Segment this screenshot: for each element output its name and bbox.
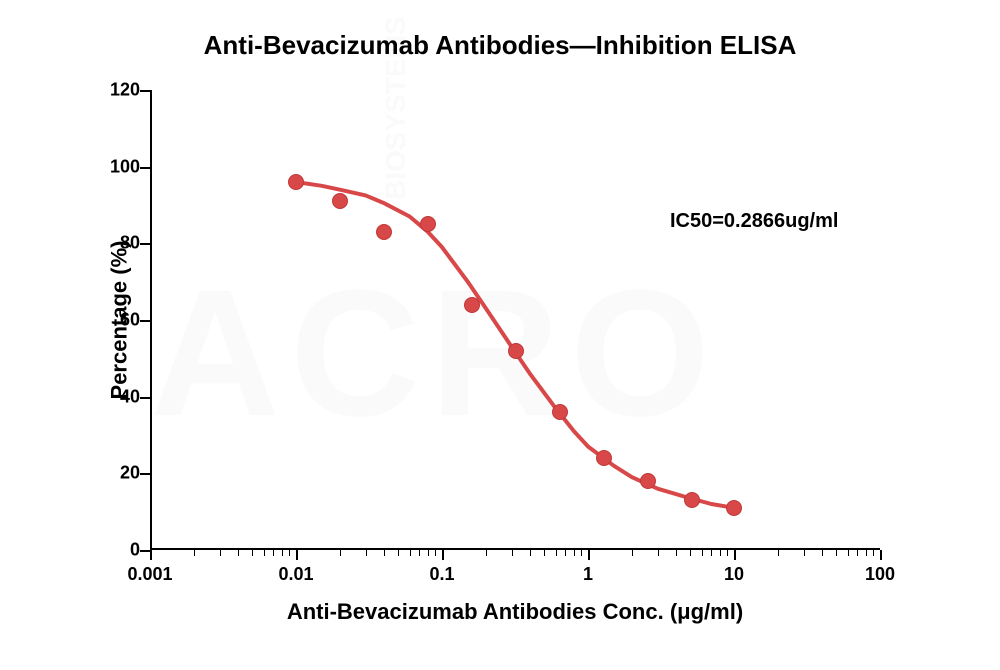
x-tick-minor bbox=[419, 550, 420, 556]
y-tick-label: 0 bbox=[95, 540, 140, 561]
x-tick-minor bbox=[238, 550, 239, 556]
data-point bbox=[420, 216, 436, 232]
x-tick-minor bbox=[778, 550, 779, 556]
x-tick-minor bbox=[340, 550, 341, 556]
x-tick-minor bbox=[366, 550, 367, 556]
x-tick-minor bbox=[565, 550, 566, 556]
data-point bbox=[684, 492, 700, 508]
x-tick-minor bbox=[410, 550, 411, 556]
x-tick-minor bbox=[435, 550, 436, 556]
x-tick-minor bbox=[632, 550, 633, 556]
data-point bbox=[332, 193, 348, 209]
x-tick-label: 0.001 bbox=[127, 564, 172, 585]
x-axis-label: Anti-Bevacizumab Antibodies Conc. (μg/ml… bbox=[150, 599, 880, 625]
y-tick-label: 120 bbox=[95, 80, 140, 101]
x-tick-minor bbox=[398, 550, 399, 556]
y-tick bbox=[140, 320, 150, 322]
data-point bbox=[552, 404, 568, 420]
x-tick-minor bbox=[581, 550, 582, 556]
x-tick-minor bbox=[194, 550, 195, 556]
data-point bbox=[464, 297, 480, 313]
data-point bbox=[376, 224, 392, 240]
y-tick bbox=[140, 550, 150, 552]
fit-curve bbox=[150, 90, 880, 550]
data-point bbox=[596, 450, 612, 466]
x-tick-minor bbox=[512, 550, 513, 556]
chart-title: Anti-Bevacizumab Antibodies—Inhibition E… bbox=[0, 30, 1000, 61]
x-tick-label: 1 bbox=[583, 564, 593, 585]
x-tick-minor bbox=[658, 550, 659, 556]
x-tick bbox=[296, 550, 298, 560]
x-tick bbox=[588, 550, 590, 560]
y-tick-label: 40 bbox=[95, 386, 140, 407]
y-tick-label: 100 bbox=[95, 156, 140, 177]
x-tick-minor bbox=[220, 550, 221, 556]
y-tick-label: 60 bbox=[95, 310, 140, 331]
x-tick-minor bbox=[873, 550, 874, 556]
y-tick-label: 20 bbox=[95, 463, 140, 484]
x-tick-minor bbox=[544, 550, 545, 556]
x-tick-minor bbox=[848, 550, 849, 556]
x-tick-minor bbox=[556, 550, 557, 556]
x-tick bbox=[734, 550, 736, 560]
x-tick-minor bbox=[822, 550, 823, 556]
chart-container: ACRO BIOSYSTEMS Anti-Bevacizumab Antibod… bbox=[0, 0, 1000, 670]
data-point bbox=[726, 500, 742, 516]
x-tick bbox=[150, 550, 152, 560]
x-tick-minor bbox=[690, 550, 691, 556]
x-tick-minor bbox=[252, 550, 253, 556]
x-tick-minor bbox=[289, 550, 290, 556]
x-tick-minor bbox=[866, 550, 867, 556]
x-tick-minor bbox=[720, 550, 721, 556]
x-tick-minor bbox=[574, 550, 575, 556]
y-tick bbox=[140, 473, 150, 475]
data-point bbox=[640, 473, 656, 489]
x-tick-minor bbox=[264, 550, 265, 556]
x-tick-label: 0.1 bbox=[429, 564, 454, 585]
x-tick-minor bbox=[711, 550, 712, 556]
x-tick-minor bbox=[428, 550, 429, 556]
y-tick bbox=[140, 90, 150, 92]
data-point bbox=[508, 343, 524, 359]
x-tick-label: 10 bbox=[724, 564, 744, 585]
x-tick-minor bbox=[282, 550, 283, 556]
y-tick bbox=[140, 243, 150, 245]
x-tick-minor bbox=[273, 550, 274, 556]
x-tick-minor bbox=[486, 550, 487, 556]
x-tick-minor bbox=[836, 550, 837, 556]
x-tick-label: 100 bbox=[865, 564, 895, 585]
x-tick-label: 0.01 bbox=[278, 564, 313, 585]
x-tick-minor bbox=[804, 550, 805, 556]
y-tick bbox=[140, 167, 150, 169]
x-tick bbox=[880, 550, 882, 560]
x-tick-minor bbox=[727, 550, 728, 556]
plot-area: IC50=0.2866ug/ml Anti-Bevacizumab Antibo… bbox=[150, 90, 880, 550]
y-tick-label: 80 bbox=[95, 233, 140, 254]
x-tick-minor bbox=[702, 550, 703, 556]
x-tick-minor bbox=[384, 550, 385, 556]
x-tick bbox=[442, 550, 444, 560]
data-point bbox=[288, 174, 304, 190]
x-tick-minor bbox=[676, 550, 677, 556]
x-tick-minor bbox=[857, 550, 858, 556]
y-tick bbox=[140, 397, 150, 399]
x-tick-minor bbox=[530, 550, 531, 556]
ic50-annotation: IC50=0.2866ug/ml bbox=[670, 210, 838, 233]
